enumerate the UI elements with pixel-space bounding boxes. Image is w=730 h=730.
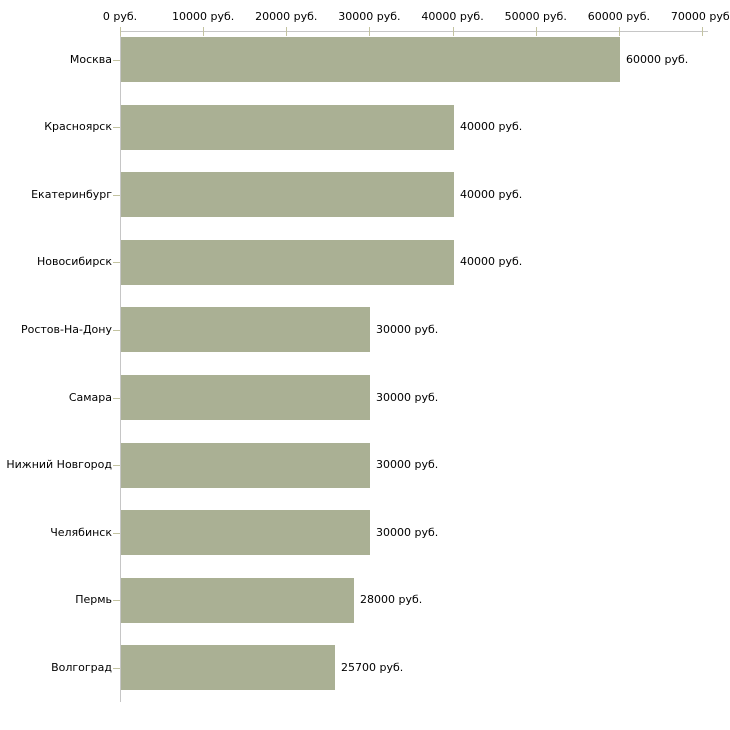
- category-label: Челябинск: [50, 526, 112, 539]
- x-tick-mark: [535, 27, 537, 36]
- bar: [121, 645, 335, 690]
- category-label: Новосибирск: [36, 255, 112, 268]
- value-label: 28000 руб.: [360, 593, 423, 606]
- x-tick-mark: [120, 27, 121, 36]
- value-label: 40000 руб.: [460, 255, 523, 268]
- value-label: 30000 руб.: [376, 391, 439, 404]
- category-label: Пермь: [75, 593, 112, 606]
- category-label: Самара: [68, 391, 112, 404]
- y-axis-line: [120, 31, 121, 702]
- y-tick-mark: [113, 195, 120, 196]
- x-tick-mark: [452, 27, 454, 36]
- category-label: Екатеринбург: [31, 188, 112, 201]
- y-tick-mark: [113, 668, 120, 669]
- bar: [121, 510, 370, 555]
- x-axis-line: [120, 31, 708, 32]
- category-label: Красноярск: [44, 120, 112, 133]
- x-tick-label: 30000 руб.: [338, 10, 401, 23]
- bar: [121, 240, 454, 285]
- y-tick-mark: [113, 533, 120, 534]
- value-label: 25700 руб.: [341, 661, 404, 674]
- value-label: 30000 руб.: [376, 458, 439, 471]
- y-tick-mark: [113, 127, 120, 128]
- bar: [121, 443, 370, 488]
- x-tick-label: 20000 руб.: [255, 10, 318, 23]
- x-tick-label: 0 руб.: [102, 10, 138, 23]
- value-label: 60000 руб.: [626, 53, 689, 66]
- bar: [121, 578, 354, 623]
- x-tick-label: 60000 руб.: [587, 10, 650, 23]
- bar: [121, 172, 454, 217]
- x-tick-mark: [369, 27, 371, 36]
- x-tick-label: 70000 руб.: [670, 10, 730, 23]
- x-tick-mark: [702, 27, 703, 36]
- y-tick-mark: [113, 465, 120, 466]
- y-tick-mark: [113, 60, 120, 61]
- value-label: 40000 руб.: [460, 120, 523, 133]
- category-label: Волгоград: [51, 661, 112, 674]
- bar: [121, 105, 454, 150]
- value-label: 30000 руб.: [376, 323, 439, 336]
- value-label: 30000 руб.: [376, 526, 439, 539]
- y-tick-mark: [113, 398, 120, 399]
- category-label: Москва: [69, 53, 112, 66]
- x-tick-mark: [203, 27, 205, 36]
- x-tick-mark: [286, 27, 288, 36]
- value-label: 40000 руб.: [460, 188, 523, 201]
- bar: [121, 37, 620, 82]
- y-tick-mark: [113, 262, 120, 263]
- category-label: Ростов-На-Дону: [20, 323, 112, 336]
- y-tick-mark: [113, 330, 120, 331]
- x-tick-label: 10000 руб.: [172, 10, 235, 23]
- x-tick-label: 40000 руб.: [421, 10, 484, 23]
- category-label: Нижний Новгород: [6, 458, 112, 471]
- y-tick-mark: [113, 600, 120, 601]
- x-tick-mark: [618, 27, 620, 36]
- bar: [121, 375, 370, 420]
- x-tick-label: 50000 руб.: [504, 10, 567, 23]
- bar: [121, 307, 370, 352]
